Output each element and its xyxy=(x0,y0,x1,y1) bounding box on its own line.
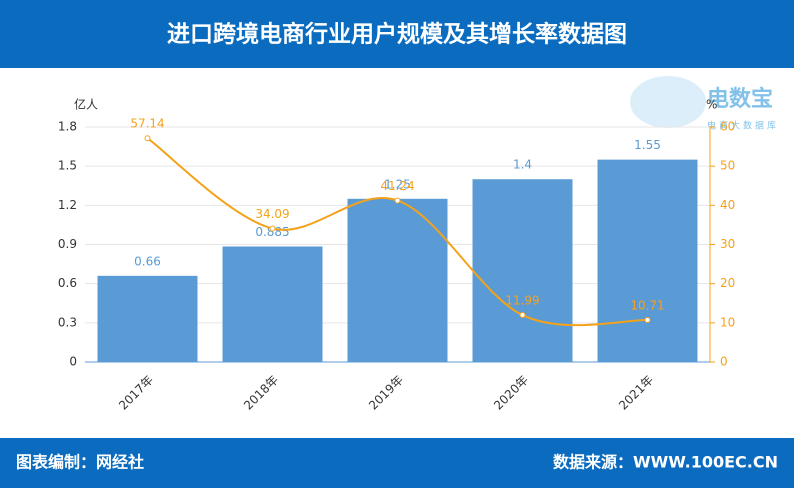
logo: 电数宝 电商大数据库 xyxy=(630,76,779,132)
y-tick-label: 0.6 xyxy=(58,276,77,290)
line-value-label: 11.99 xyxy=(505,294,539,308)
y-tick-label: 1.8 xyxy=(58,120,77,134)
page-title: 进口跨境电商行业用户规模及其增长率数据图 xyxy=(167,21,627,48)
line-point xyxy=(519,312,526,319)
header-band xyxy=(0,0,794,68)
bar xyxy=(97,275,198,362)
y-tick-label: 0 xyxy=(69,355,77,369)
y-tick-label: 0.3 xyxy=(58,315,77,329)
bar-value-label: 1.55 xyxy=(634,138,661,152)
x-tick-label: 2018年 xyxy=(241,373,281,413)
y-unit: 亿人 xyxy=(74,97,98,112)
footer-right: 数据来源：WWW.100EC.CN xyxy=(553,453,778,472)
y2-tick-label: 50 xyxy=(720,159,735,173)
bar xyxy=(472,179,573,362)
line-point xyxy=(394,197,401,204)
x-tick-label: 2017年 xyxy=(116,373,156,413)
line-point xyxy=(644,317,651,324)
x-tick-label: 2020年 xyxy=(491,373,531,413)
y2-tick-label: 30 xyxy=(720,237,735,251)
x-tick-label: 2021年 xyxy=(616,373,656,413)
bar xyxy=(347,198,448,362)
bar xyxy=(222,246,323,362)
bar-value-label: 1.25 xyxy=(384,177,411,191)
x-tick-label: 2019年 xyxy=(366,373,406,413)
y2-tick-label: 0 xyxy=(720,355,728,369)
y2-tick-label: 20 xyxy=(720,276,735,290)
bar-value-label: 0.66 xyxy=(134,254,161,268)
logo-tagline: 电商大数据库 xyxy=(707,120,779,132)
bar-value-label: 1.4 xyxy=(513,158,532,172)
logo-name: 电数宝 xyxy=(707,86,773,112)
line-point xyxy=(269,225,276,232)
y-tick-label: 1.5 xyxy=(58,159,77,173)
y2-tick-label: 10 xyxy=(720,315,735,329)
footer-band xyxy=(0,438,794,488)
line-value-label: 34.09 xyxy=(255,207,289,221)
y2-tick-label: 40 xyxy=(720,198,735,212)
footer-left: 图表编制：网经社 xyxy=(16,453,144,472)
line-value-label: 10.71 xyxy=(630,299,664,313)
bar-value-label: 0.885 xyxy=(255,225,289,239)
y2-unit: % xyxy=(706,98,717,112)
logo-cloud xyxy=(630,76,706,128)
y-tick-label: 1.2 xyxy=(58,198,77,212)
y-tick-label: 0.9 xyxy=(58,237,77,251)
y2-tick-label: 60 xyxy=(720,120,735,134)
bar xyxy=(597,159,698,362)
line-value-label: 57.14 xyxy=(130,117,164,131)
line-point xyxy=(144,135,151,142)
line-value-label: 41.24 xyxy=(380,179,414,193)
